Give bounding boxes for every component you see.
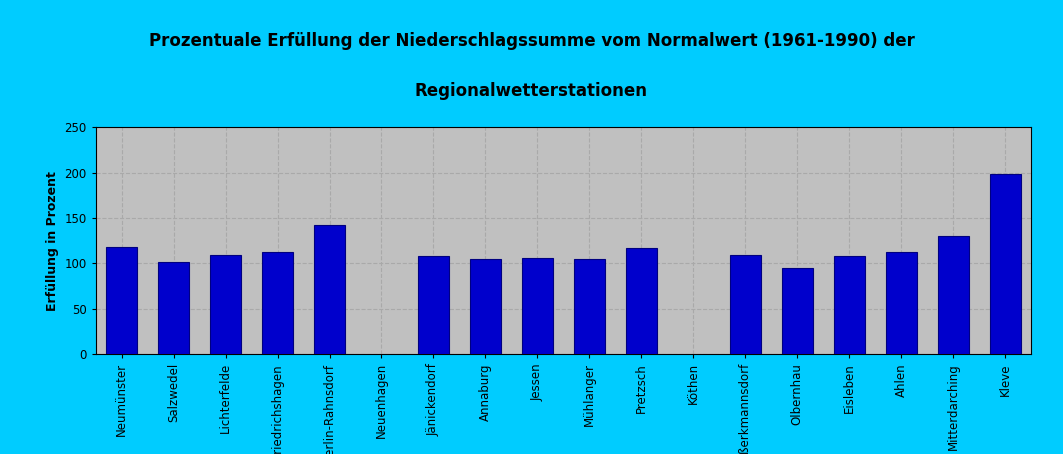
Text: Regionalwetterstationen: Regionalwetterstationen bbox=[415, 82, 648, 100]
Bar bbox=[106, 247, 137, 354]
Bar bbox=[210, 255, 241, 354]
Bar bbox=[158, 262, 189, 354]
Bar bbox=[938, 236, 968, 354]
Bar bbox=[522, 258, 553, 354]
Bar bbox=[885, 252, 916, 354]
Bar bbox=[990, 174, 1020, 354]
Bar bbox=[729, 255, 761, 354]
Bar bbox=[626, 248, 657, 354]
Bar bbox=[418, 256, 449, 354]
Bar bbox=[574, 259, 605, 354]
Bar bbox=[781, 268, 813, 354]
Y-axis label: Erfüllung in Prozent: Erfüllung in Prozent bbox=[46, 171, 58, 311]
Bar bbox=[314, 225, 345, 354]
Bar bbox=[470, 259, 501, 354]
Bar bbox=[261, 252, 293, 354]
Text: Prozentuale Erfüllung der Niederschlagssumme vom Normalwert (1961-1990) der: Prozentuale Erfüllung der Niederschlagss… bbox=[149, 32, 914, 50]
Bar bbox=[833, 256, 865, 354]
